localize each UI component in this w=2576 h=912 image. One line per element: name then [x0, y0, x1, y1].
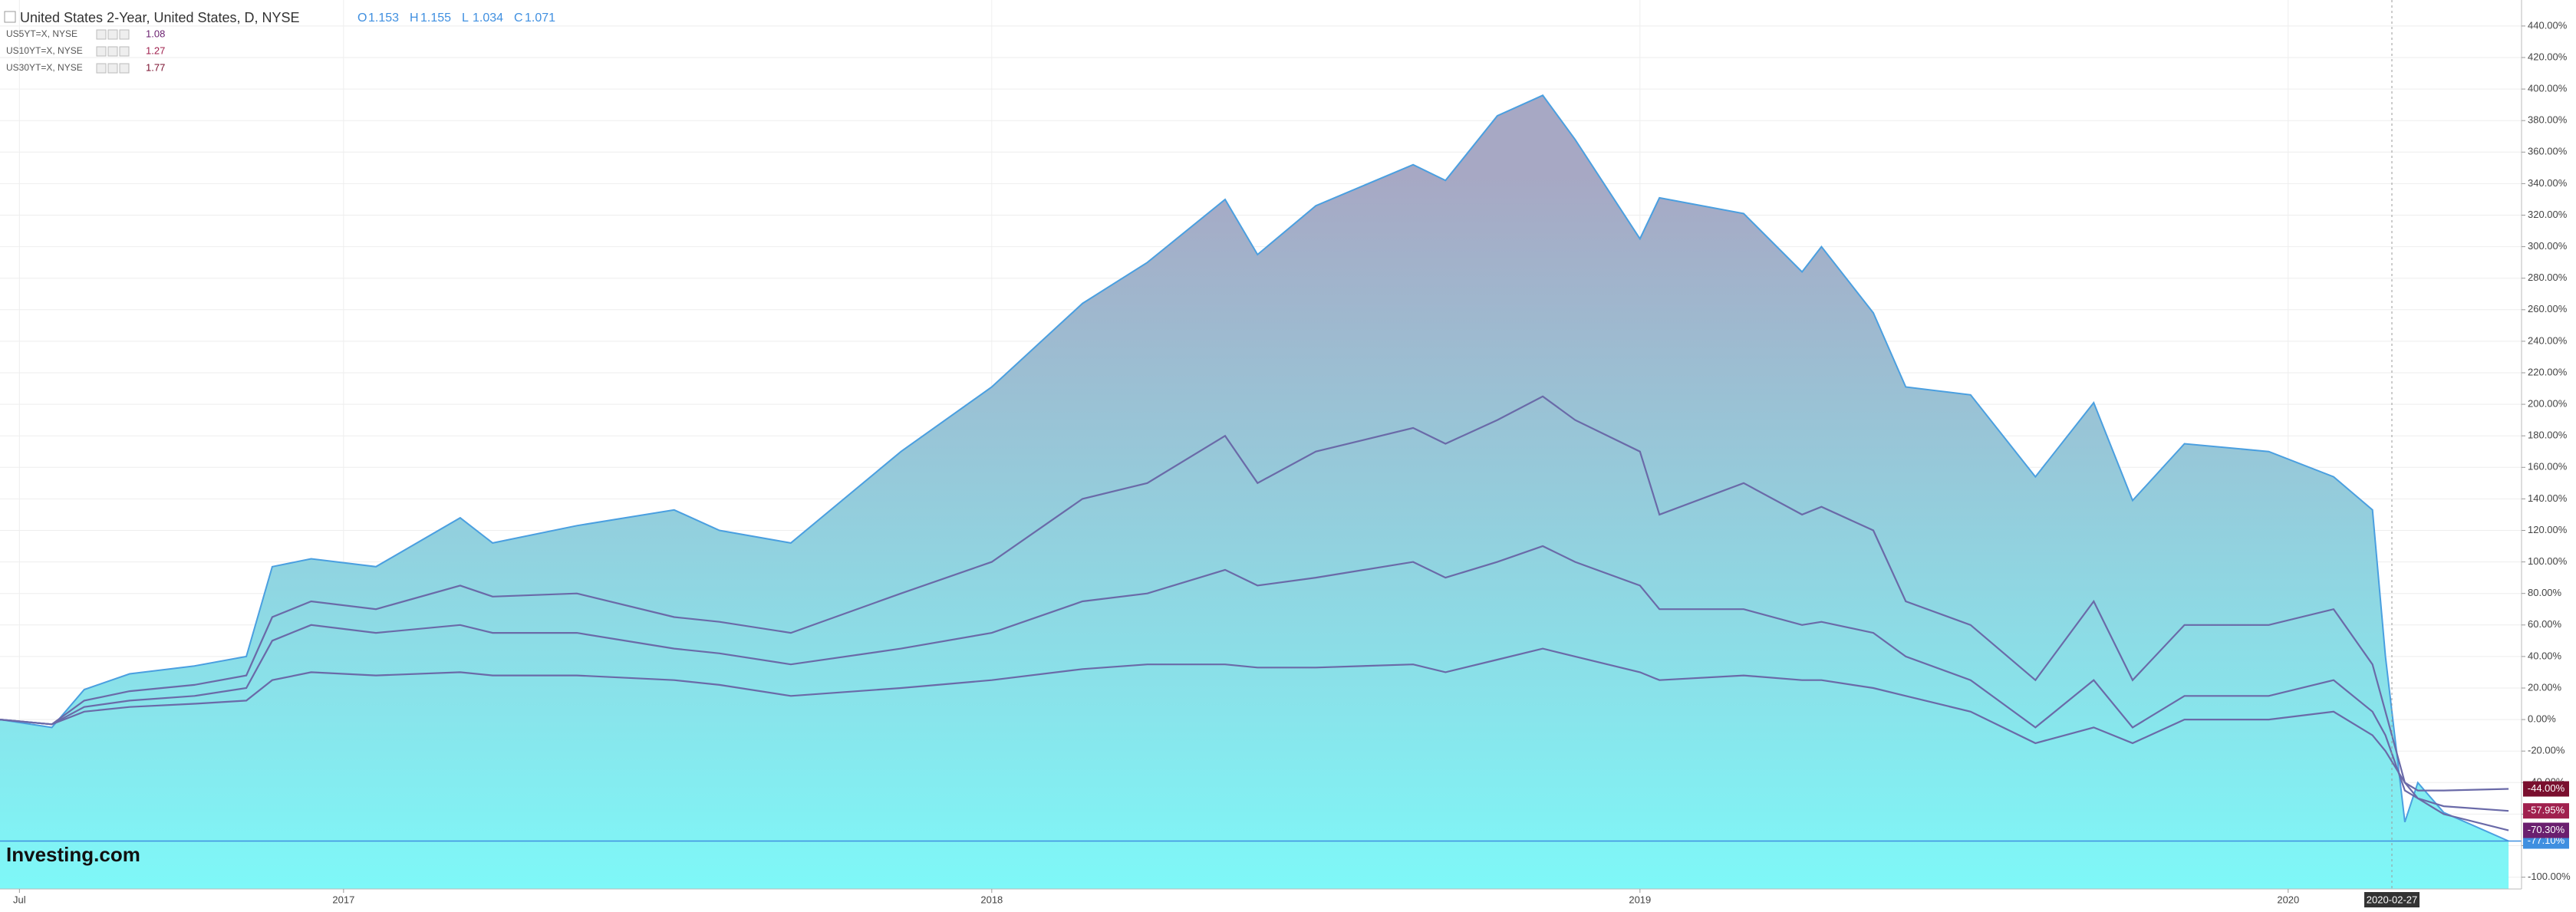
y-tick-label: 0.00% [2528, 713, 2556, 725]
ohlc-label: L [462, 12, 469, 25]
series-line [0, 545, 2509, 812]
y-tick-label: 380.00% [2528, 114, 2568, 126]
y-tick-label: 120.00% [2528, 524, 2568, 535]
value-tag-label: -57.95% [2528, 805, 2565, 816]
legend-button [107, 29, 118, 40]
y-tick-label: 360.00% [2528, 146, 2568, 157]
value-tag-label: -44.00% [2528, 782, 2565, 794]
y-tick-label: 100.00% [2528, 555, 2568, 567]
value-tag-label: -70.30% [2528, 824, 2565, 835]
y-tick-label: 340.00% [2528, 177, 2568, 189]
y-tick-label: 60.00% [2528, 618, 2562, 630]
y-tick-label: 180.00% [2528, 430, 2568, 441]
y-tick-label: 80.00% [2528, 587, 2562, 598]
x-tick-label: Jul [13, 894, 26, 905]
y-tick-label: 40.00% [2528, 650, 2562, 661]
y-tick-label: 220.00% [2528, 366, 2568, 377]
ohlc-value: 1.034 [473, 12, 503, 25]
legend-name: US30YT=X, NYSE [6, 62, 83, 73]
y-tick-label: 240.00% [2528, 334, 2568, 346]
legend-toggle [4, 11, 16, 23]
x-tick-label: 2019 [1629, 894, 1651, 905]
x-tick-label: 2017 [332, 894, 354, 905]
crosshair-label: 2020-02-27 [2367, 894, 2418, 905]
watermark: Investing.com [6, 843, 140, 866]
y-tick-label: 280.00% [2528, 272, 2568, 283]
series-line [0, 94, 2509, 842]
y-axis-area [2522, 0, 2576, 912]
y-tick-label: 400.00% [2528, 83, 2568, 94]
legend-name: US10YT=X, NYSE [6, 45, 83, 56]
y-tick-label: 440.00% [2528, 19, 2568, 31]
y-tick-label: 300.00% [2528, 240, 2568, 252]
x-tick-label: 2018 [980, 894, 1003, 905]
ohlc-value: 1.071 [525, 12, 555, 25]
value-tag [2523, 803, 2569, 819]
x-axis-area [0, 889, 2576, 912]
y-tick-label: 20.00% [2528, 681, 2562, 693]
legend-button [96, 46, 107, 57]
series-line [0, 647, 2509, 792]
legend-button [119, 29, 130, 40]
crosshair-tag [2364, 892, 2420, 907]
legend-value: 1.77 [146, 61, 165, 73]
legend-button [107, 46, 118, 57]
y-tick-label: 260.00% [2528, 303, 2568, 314]
y-tick-label: 320.00% [2528, 209, 2568, 220]
ohlc-label: O [357, 12, 367, 25]
legend-button [119, 63, 130, 74]
legend-button [119, 46, 130, 57]
y-tick-label: -100.00% [2528, 871, 2571, 882]
legend-button [107, 63, 118, 74]
y-tick-label: -20.00% [2528, 745, 2565, 756]
ohlc-value: 1.155 [420, 12, 451, 25]
legend-name: US5YT=X, NYSE [6, 28, 77, 39]
legend-value: 1.27 [146, 44, 165, 56]
legend-title: United States 2-Year, United States, D, … [20, 10, 300, 25]
ohlc-label: C [514, 12, 523, 25]
y-tick-label: 160.00% [2528, 461, 2568, 472]
y-tick-label: 420.00% [2528, 51, 2568, 62]
legend-button [96, 29, 107, 40]
legend-value: 1.08 [146, 28, 165, 39]
ohlc-value: 1.153 [368, 12, 399, 25]
value-tag [2523, 781, 2569, 797]
y-tick-label: 140.00% [2528, 492, 2568, 504]
legend-button [96, 63, 107, 74]
ohlc-label: H [410, 12, 419, 25]
value-tag [2523, 822, 2569, 838]
x-tick-label: 2020 [2277, 894, 2299, 905]
series-line [0, 395, 2509, 831]
y-tick-label: 200.00% [2528, 398, 2568, 410]
